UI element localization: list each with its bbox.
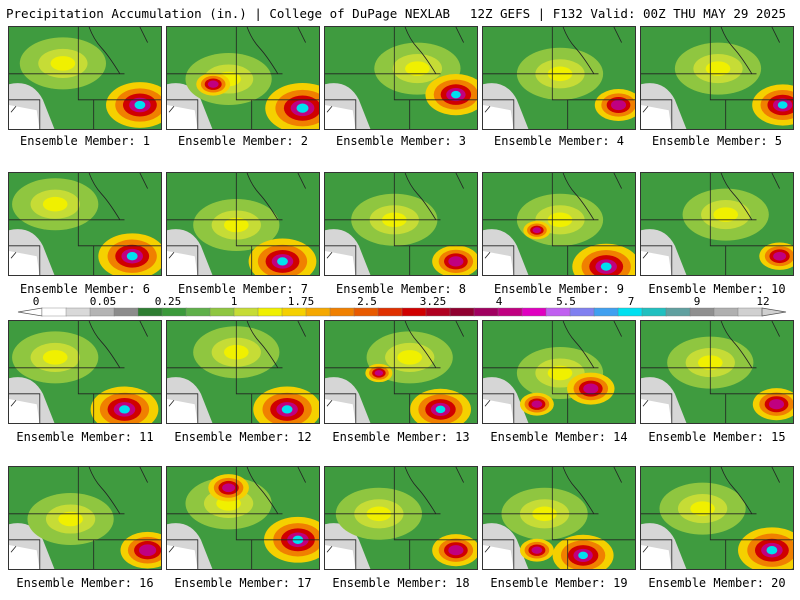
colorbar-tick-label: 0 xyxy=(33,296,40,308)
ensemble-member-map xyxy=(324,466,478,570)
colorbar-swatch xyxy=(209,307,235,317)
ensemble-member-map xyxy=(640,320,794,424)
ensemble-member-label: Ensemble Member: 18 xyxy=(332,576,470,590)
ensemble-member-label: Ensemble Member: 2 xyxy=(177,134,309,148)
ensemble-member-label: Ensemble Member: 17 xyxy=(174,576,312,590)
ensemble-member-map xyxy=(166,466,320,570)
colorbar-tick-label: 12 xyxy=(756,296,769,308)
ensemble-member-label: Ensemble Member: 1 xyxy=(19,134,151,148)
ensemble-member-label: Ensemble Member: 8 xyxy=(335,282,467,296)
precip-colorbar: 0 0.05 0.25 1 1.75 2.5 3.25 4 5.5 7 9 12 xyxy=(17,296,787,317)
colorbar-swatch xyxy=(665,307,691,317)
colorbar-left-arrow xyxy=(17,307,43,317)
colorbar-tick-label: 0.25 xyxy=(155,296,182,308)
ensemble-member-label: Ensemble Member: 19 xyxy=(490,576,628,590)
colorbar-swatch xyxy=(65,307,91,317)
ensemble-member-map xyxy=(324,172,478,276)
ensemble-member-map xyxy=(482,320,636,424)
colorbar-tick-label: 0.05 xyxy=(90,296,117,308)
colorbar-swatch xyxy=(113,307,139,317)
colorbar-tick-label: 3.25 xyxy=(420,296,447,308)
colorbar-swatch xyxy=(545,307,571,317)
ensemble-member-map xyxy=(8,172,162,276)
colorbar-swatch xyxy=(137,307,163,317)
ensemble-member-label: Ensemble Member: 16 xyxy=(16,576,154,590)
ensemble-member-label: Ensemble Member: 20 xyxy=(648,576,786,590)
colorbar-swatch xyxy=(737,307,763,317)
ensemble-member-map xyxy=(482,466,636,570)
colorbar-tick-label: 7 xyxy=(628,296,635,308)
ensemble-member-map xyxy=(8,466,162,570)
colorbar-swatch xyxy=(233,307,259,317)
ensemble-member-map xyxy=(482,172,636,276)
ensemble-member-label: Ensemble Member: 9 xyxy=(493,282,625,296)
ensemble-member-map xyxy=(640,26,794,130)
colorbar-swatch xyxy=(689,307,715,317)
colorbar-tick-label: 2.5 xyxy=(357,296,377,308)
ensemble-member-label: Ensemble Member: 3 xyxy=(335,134,467,148)
colorbar-swatch xyxy=(281,307,307,317)
ensemble-member-map xyxy=(166,320,320,424)
colorbar-swatch xyxy=(185,307,211,317)
colorbar-swatch xyxy=(41,307,67,317)
ensemble-member-map xyxy=(8,26,162,130)
ensemble-member-label: Ensemble Member: 13 xyxy=(332,430,470,444)
ensemble-member-label: Ensemble Member: 11 xyxy=(16,430,154,444)
ensemble-member-label: Ensemble Member: 5 xyxy=(651,134,783,148)
colorbar-swatch xyxy=(257,307,283,317)
ensemble-member-map xyxy=(324,26,478,130)
ensemble-member-map xyxy=(166,26,320,130)
ensemble-member-map xyxy=(640,466,794,570)
colorbar-swatch xyxy=(473,307,499,317)
colorbar-right-arrow xyxy=(761,307,787,317)
ensemble-member-label: Ensemble Member: 4 xyxy=(493,134,625,148)
page-title: Precipitation Accumulation (in.) | Colle… xyxy=(6,6,451,21)
colorbar-tick-label: 9 xyxy=(694,296,701,308)
colorbar-tick-label: 1 xyxy=(231,296,238,308)
ensemble-member-map xyxy=(166,172,320,276)
colorbar-swatch xyxy=(713,307,739,317)
colorbar-swatch xyxy=(425,307,451,317)
colorbar-swatch xyxy=(329,307,355,317)
ensemble-member-label: Ensemble Member: 7 xyxy=(177,282,309,296)
colorbar-swatch xyxy=(401,307,427,317)
colorbar-swatch xyxy=(89,307,115,317)
ensemble-member-label: Ensemble Member: 10 xyxy=(648,282,786,296)
colorbar-tick-label: 4 xyxy=(496,296,503,308)
colorbar-swatch xyxy=(305,307,331,317)
colorbar-swatch xyxy=(497,307,523,317)
ensemble-member-label: Ensemble Member: 15 xyxy=(648,430,786,444)
ensemble-member-map xyxy=(482,26,636,130)
colorbar-swatch xyxy=(593,307,619,317)
colorbar-swatch xyxy=(377,307,403,317)
colorbar-swatch xyxy=(353,307,379,317)
colorbar-swatch xyxy=(449,307,475,317)
colorbar-swatch xyxy=(521,307,547,317)
colorbar-swatch xyxy=(161,307,187,317)
ensemble-member-map xyxy=(324,320,478,424)
ensemble-member-label: Ensemble Member: 6 xyxy=(19,282,151,296)
colorbar-tick-label: 1.75 xyxy=(288,296,315,308)
ensemble-member-map xyxy=(640,172,794,276)
colorbar-swatch xyxy=(617,307,643,317)
ensemble-member-label: Ensemble Member: 12 xyxy=(174,430,312,444)
colorbar-swatch xyxy=(569,307,595,317)
colorbar-tick-label: 5.5 xyxy=(556,296,576,308)
ensemble-member-map xyxy=(8,320,162,424)
run-info: 12Z GEFS | F132 Valid: 00Z THU MAY 29 20… xyxy=(469,6,786,21)
colorbar-swatch xyxy=(641,307,667,317)
ensemble-member-label: Ensemble Member: 14 xyxy=(490,430,628,444)
